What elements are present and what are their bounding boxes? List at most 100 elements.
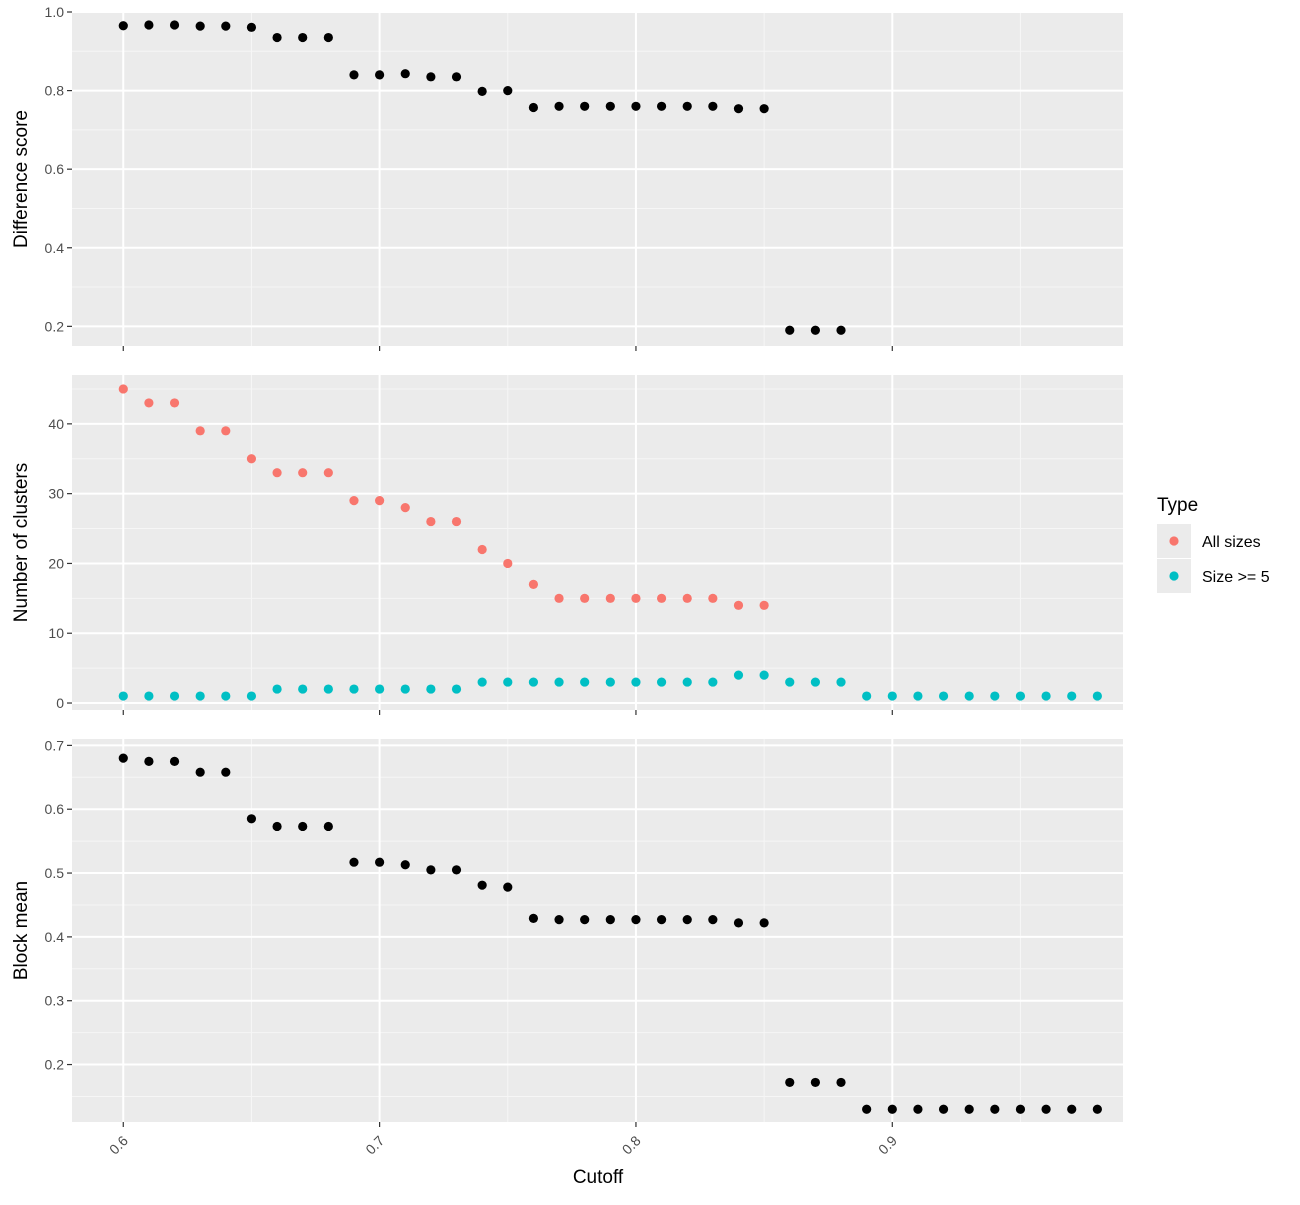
y-tick-label: 0.4	[45, 929, 65, 945]
data-point	[528, 677, 539, 687]
data-point	[605, 677, 615, 687]
data-point	[400, 69, 410, 79]
x-tick-label: 0.6	[106, 1132, 131, 1157]
data-point	[938, 691, 949, 701]
data-point	[580, 101, 590, 111]
data-point	[605, 593, 615, 603]
data-point	[554, 101, 564, 111]
legend-label: Size >= 5	[1202, 569, 1270, 586]
data-point	[118, 753, 128, 763]
data-point	[400, 684, 410, 694]
data-point	[349, 684, 359, 694]
data-point	[118, 691, 128, 701]
data-point	[656, 915, 667, 925]
data-point	[580, 915, 590, 925]
data-point	[810, 1077, 820, 1088]
y-axis-title: Number of clusters	[11, 463, 32, 622]
data-point	[1092, 691, 1102, 701]
data-point	[631, 915, 641, 925]
data-point	[631, 593, 641, 603]
data-point	[477, 86, 487, 96]
data-point	[221, 691, 231, 701]
data-point	[554, 915, 564, 925]
data-point	[631, 677, 641, 687]
y-tick-label: 0.2	[45, 318, 65, 334]
data-point	[810, 325, 820, 335]
data-point	[144, 398, 154, 408]
data-point	[656, 101, 667, 111]
series-1	[118, 384, 769, 610]
data-point	[631, 101, 641, 111]
data-point	[144, 756, 154, 766]
data-point	[733, 918, 744, 928]
data-point	[913, 691, 923, 701]
data-point	[503, 882, 513, 892]
data-point	[195, 426, 205, 436]
data-point	[554, 593, 564, 603]
legend-title: Type	[1157, 495, 1198, 516]
legend-label: All sizes	[1202, 534, 1261, 551]
data-point	[246, 22, 257, 32]
data-point	[810, 677, 820, 687]
data-point	[195, 21, 205, 31]
data-point	[580, 677, 590, 687]
data-point	[426, 72, 436, 82]
data-point	[708, 593, 718, 603]
data-point	[1041, 691, 1051, 701]
data-point	[990, 691, 1000, 701]
data-point	[323, 468, 333, 478]
data-point	[836, 325, 846, 335]
y-tick-label: 0.8	[45, 83, 65, 99]
data-point	[708, 915, 718, 925]
data-point	[759, 670, 769, 680]
data-point	[554, 677, 564, 687]
data-point	[144, 691, 154, 701]
y-tick-label: 10	[48, 625, 64, 641]
data-point	[528, 579, 539, 589]
x-tick-label: 0.9	[875, 1132, 900, 1157]
panels-layer: 0.2 0.4 0.6 0.8 1.0 Difference score 0 10 20 30 40…	[11, 4, 1123, 1158]
data-point	[1015, 1104, 1026, 1114]
data-point	[298, 468, 308, 478]
data-point	[759, 600, 769, 610]
data-point	[964, 691, 974, 701]
data-point	[272, 684, 282, 694]
data-point	[195, 767, 205, 777]
data-point	[375, 70, 385, 80]
data-point	[169, 20, 180, 30]
data-point	[375, 496, 385, 506]
data-point	[503, 677, 513, 687]
y-tick-label: 1.0	[45, 4, 65, 20]
y-tick-label: 0.6	[45, 161, 65, 177]
data-point	[1067, 1104, 1077, 1114]
data-point	[272, 468, 282, 478]
data-point	[451, 684, 462, 694]
y-tick-label: 20	[48, 555, 64, 571]
x-tick-label: 0.7	[362, 1132, 387, 1157]
data-point	[323, 32, 333, 43]
y-tick-label: 0.6	[45, 801, 65, 817]
data-point	[349, 70, 359, 80]
data-point	[272, 32, 282, 43]
y-tick-label: 0.3	[45, 993, 65, 1009]
y-tick-label: 0.7	[45, 737, 65, 753]
data-point	[477, 544, 487, 555]
data-point	[733, 600, 744, 610]
data-point	[708, 677, 718, 687]
data-point	[298, 684, 308, 694]
data-point	[272, 821, 282, 832]
panel-background	[72, 12, 1123, 346]
data-point	[503, 558, 513, 569]
data-point	[451, 865, 462, 875]
data-point	[1067, 691, 1077, 701]
data-point	[221, 767, 231, 777]
legend-swatch	[1169, 571, 1179, 581]
data-point	[656, 677, 667, 687]
x-tick-label: 0.8	[619, 1132, 644, 1157]
data-point	[349, 496, 359, 506]
panel-2: 0 10 20 30 40 Number of clusters	[11, 375, 1123, 715]
data-point	[221, 21, 231, 31]
data-point	[605, 915, 615, 925]
data-point	[990, 1104, 1000, 1114]
data-point	[682, 101, 692, 111]
